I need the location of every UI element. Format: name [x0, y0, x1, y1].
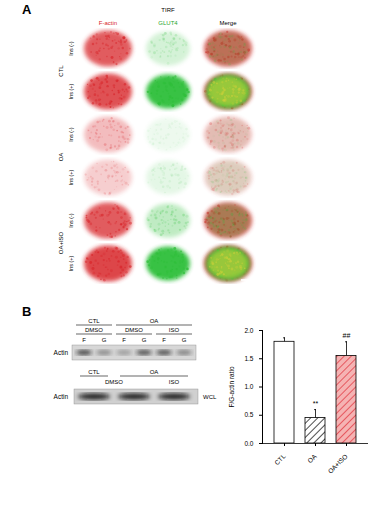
svg-text:0.0: 0.0 — [244, 440, 253, 447]
svg-text:F: F — [162, 337, 166, 343]
svg-text:OA: OA — [58, 153, 64, 162]
svg-text:##: ## — [343, 332, 351, 339]
svg-text:CTL: CTL — [88, 369, 100, 375]
svg-text:A: A — [22, 2, 32, 17]
svg-text:F: F — [122, 337, 126, 343]
svg-text:CTL: CTL — [58, 65, 64, 77]
svg-text:WCL: WCL — [203, 394, 217, 400]
svg-text:Ins (+): Ins (+) — [68, 83, 74, 99]
svg-text:1.0: 1.0 — [244, 383, 253, 390]
svg-text:G: G — [102, 337, 107, 343]
svg-text:G: G — [182, 337, 187, 343]
svg-text:OA: OA — [150, 369, 159, 375]
svg-text:Merge: Merge — [219, 20, 237, 26]
svg-text:F-actin: F-actin — [99, 20, 117, 26]
svg-text:0.5: 0.5 — [244, 411, 253, 418]
svg-text:F/G-actin ratio: F/G-actin ratio — [228, 366, 235, 408]
svg-text:G: G — [142, 337, 147, 343]
svg-text:OA: OA — [306, 452, 318, 464]
svg-text:OA: OA — [150, 318, 159, 324]
svg-text:GLUT4: GLUT4 — [158, 20, 178, 26]
svg-text:OA+ISO: OA+ISO — [326, 453, 348, 475]
svg-text:DMSO: DMSO — [85, 327, 103, 333]
svg-text:2.0: 2.0 — [244, 327, 253, 334]
svg-text:ISO: ISO — [169, 327, 180, 333]
svg-text:CTL: CTL — [88, 318, 100, 324]
svg-text:Ins (+): Ins (+) — [68, 169, 74, 185]
svg-text:TIRF: TIRF — [161, 7, 175, 13]
svg-text:Actin: Actin — [54, 393, 69, 400]
svg-text:OA+ISO: OA+ISO — [58, 231, 64, 254]
svg-text:CTL: CTL — [273, 452, 287, 466]
svg-text:Ins (+): Ins (+) — [68, 255, 74, 271]
svg-text:F: F — [82, 337, 86, 343]
svg-text:1.5: 1.5 — [244, 355, 253, 362]
svg-text:Ins (-): Ins (-) — [68, 41, 74, 56]
svg-text:Ins (-): Ins (-) — [68, 213, 74, 228]
svg-text:ISO: ISO — [169, 379, 180, 385]
svg-text:**: ** — [313, 400, 319, 407]
svg-text:B: B — [22, 304, 31, 319]
svg-text:DMSO: DMSO — [125, 327, 143, 333]
svg-text:DMSO: DMSO — [105, 379, 123, 385]
svg-text:Ins (-): Ins (-) — [68, 127, 74, 142]
svg-text:Actin: Actin — [54, 349, 69, 356]
